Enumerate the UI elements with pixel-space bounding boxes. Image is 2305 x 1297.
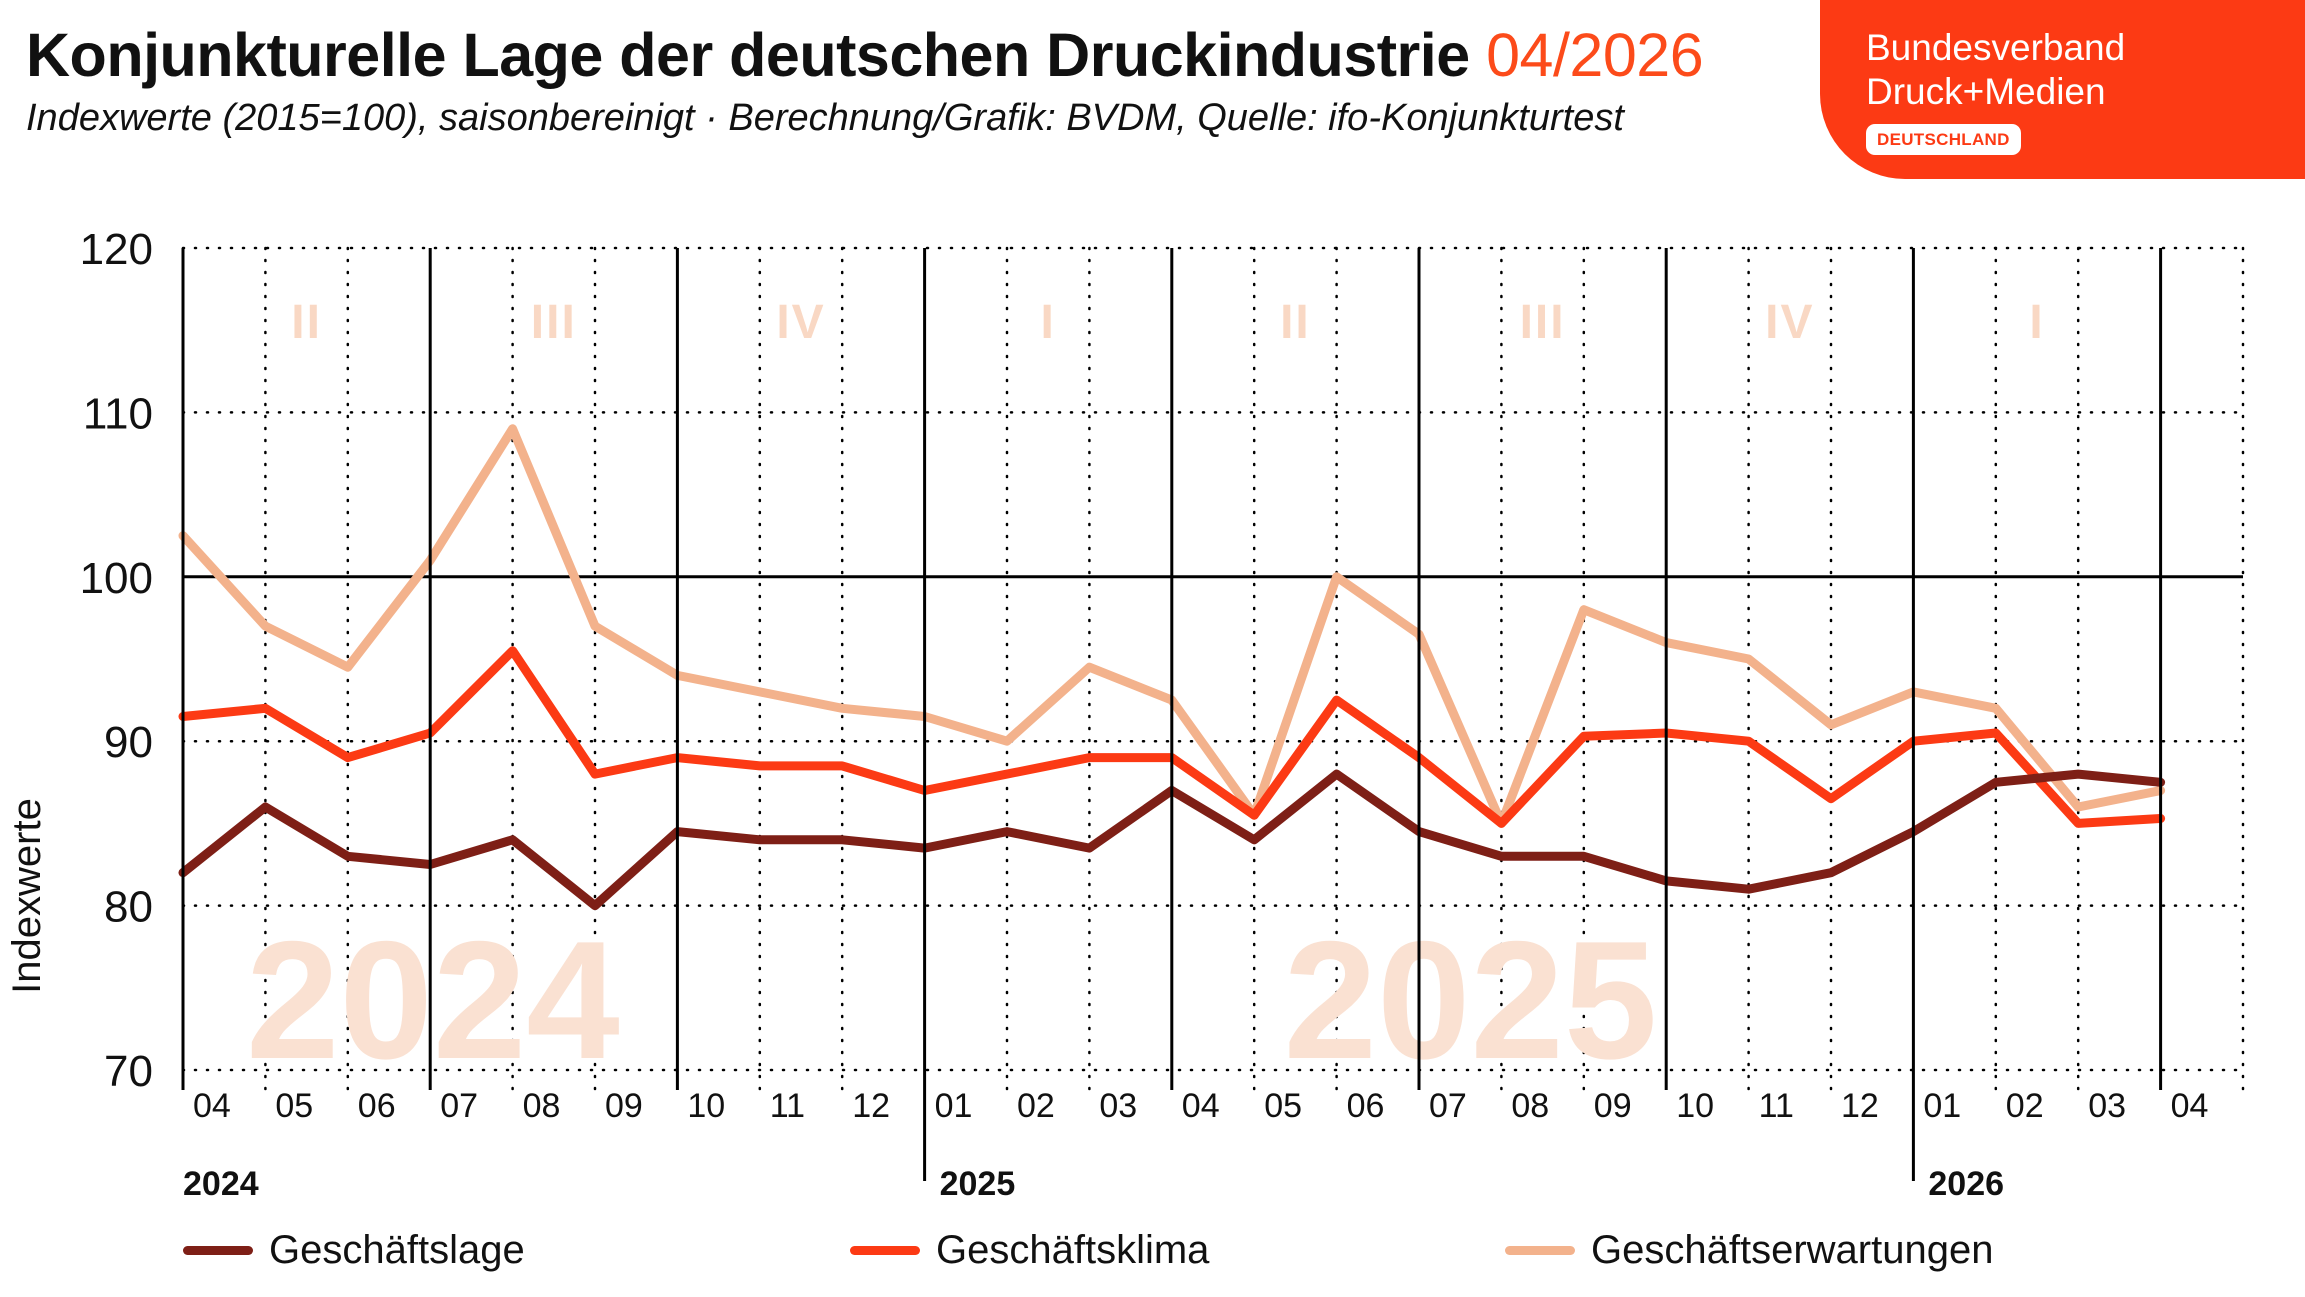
svg-text:07: 07 (1429, 1087, 1467, 1125)
svg-text:11: 11 (1759, 1087, 1794, 1125)
svg-text:2026: 2026 (1928, 1165, 2004, 1203)
svg-text:10: 10 (1676, 1087, 1714, 1125)
svg-text:80: 80 (104, 883, 153, 932)
svg-text:07: 07 (440, 1087, 478, 1125)
svg-text:2024: 2024 (246, 906, 620, 1094)
svg-text:09: 09 (605, 1087, 643, 1125)
svg-text:Indexwerte: Indexwerte (5, 798, 49, 994)
svg-text:110: 110 (83, 389, 153, 438)
svg-text:09: 09 (1594, 1087, 1632, 1125)
svg-text:III: III (1520, 296, 1566, 349)
svg-text:02: 02 (2006, 1087, 2044, 1125)
svg-text:04: 04 (1182, 1087, 1220, 1125)
svg-text:04: 04 (2171, 1087, 2209, 1125)
svg-text:90: 90 (104, 718, 153, 767)
svg-text:11: 11 (770, 1087, 805, 1125)
svg-text:IV: IV (776, 296, 825, 349)
svg-text:I: I (2029, 296, 2044, 349)
svg-text:12: 12 (1841, 1087, 1879, 1125)
svg-text:06: 06 (1347, 1087, 1385, 1125)
svg-text:III: III (531, 296, 577, 349)
svg-text:2025: 2025 (940, 1165, 1016, 1203)
svg-text:2025: 2025 (1284, 906, 1658, 1094)
svg-text:08: 08 (523, 1087, 561, 1125)
svg-text:12: 12 (852, 1087, 890, 1125)
svg-text:03: 03 (2088, 1087, 2126, 1125)
svg-text:2024: 2024 (183, 1165, 259, 1203)
svg-text:02: 02 (1017, 1087, 1055, 1125)
svg-text:II: II (1280, 296, 1311, 349)
svg-text:01: 01 (935, 1087, 973, 1125)
svg-text:03: 03 (1099, 1087, 1137, 1125)
svg-text:10: 10 (687, 1087, 725, 1125)
svg-text:IV: IV (1765, 296, 1814, 349)
svg-text:08: 08 (1511, 1087, 1549, 1125)
svg-text:05: 05 (1264, 1087, 1302, 1125)
svg-text:120: 120 (80, 225, 153, 274)
svg-text:70: 70 (104, 1047, 153, 1096)
svg-text:I: I (1041, 296, 1056, 349)
svg-text:04: 04 (193, 1087, 231, 1125)
svg-text:05: 05 (275, 1087, 313, 1125)
svg-text:01: 01 (1923, 1087, 1961, 1125)
svg-text:100: 100 (80, 554, 153, 603)
svg-text:II: II (291, 296, 322, 349)
svg-text:06: 06 (358, 1087, 396, 1125)
